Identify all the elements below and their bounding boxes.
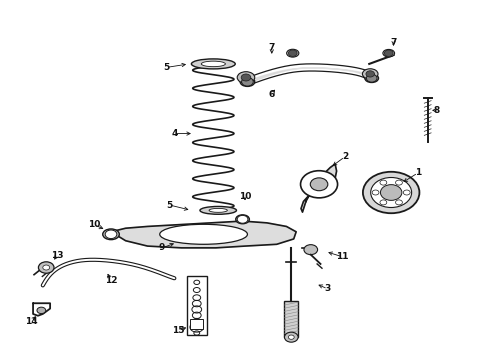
Text: 3: 3: [325, 284, 331, 293]
Circle shape: [43, 265, 49, 270]
Text: 8: 8: [433, 106, 440, 115]
Text: 7: 7: [391, 38, 397, 47]
Text: 2: 2: [342, 152, 348, 161]
Text: 14: 14: [25, 316, 38, 325]
Circle shape: [310, 178, 328, 191]
Ellipse shape: [287, 49, 299, 57]
Circle shape: [304, 245, 318, 255]
Circle shape: [288, 50, 297, 57]
Circle shape: [38, 262, 54, 273]
Polygon shape: [301, 164, 337, 212]
Text: 7: 7: [269, 43, 275, 52]
Ellipse shape: [383, 49, 394, 57]
Circle shape: [403, 190, 410, 195]
Bar: [285, 301, 298, 337]
Text: 5: 5: [167, 201, 172, 210]
Text: 10: 10: [239, 192, 251, 201]
Text: 11: 11: [336, 252, 349, 261]
Circle shape: [380, 200, 387, 205]
Circle shape: [241, 74, 251, 81]
Text: 1: 1: [415, 168, 421, 177]
Circle shape: [300, 171, 338, 198]
Text: 12: 12: [105, 275, 117, 284]
Ellipse shape: [363, 69, 378, 79]
Ellipse shape: [192, 59, 235, 69]
Circle shape: [105, 230, 117, 239]
Circle shape: [372, 190, 379, 195]
Ellipse shape: [160, 224, 247, 244]
Text: 5: 5: [163, 63, 169, 72]
Ellipse shape: [200, 206, 237, 214]
Text: 6: 6: [269, 90, 275, 99]
Ellipse shape: [236, 215, 249, 224]
Bar: [191, 319, 203, 329]
Circle shape: [395, 200, 402, 205]
Ellipse shape: [240, 77, 255, 86]
Ellipse shape: [103, 229, 119, 240]
Text: 9: 9: [159, 243, 165, 252]
Circle shape: [367, 74, 377, 82]
Ellipse shape: [237, 72, 255, 83]
Circle shape: [380, 185, 402, 201]
Circle shape: [371, 177, 412, 207]
Ellipse shape: [365, 74, 378, 82]
Text: 10: 10: [88, 220, 100, 229]
Bar: [187, 276, 207, 336]
Circle shape: [237, 215, 248, 223]
Ellipse shape: [209, 208, 227, 212]
Circle shape: [285, 332, 298, 342]
Text: 4: 4: [171, 129, 177, 138]
Circle shape: [395, 180, 402, 185]
Circle shape: [288, 335, 294, 339]
Circle shape: [366, 71, 374, 77]
Text: 15: 15: [172, 326, 185, 335]
Text: 13: 13: [51, 251, 64, 260]
Polygon shape: [111, 221, 296, 248]
Circle shape: [380, 180, 387, 185]
Circle shape: [242, 77, 253, 86]
Ellipse shape: [201, 61, 225, 67]
Circle shape: [384, 50, 393, 57]
Circle shape: [363, 172, 419, 213]
Circle shape: [37, 307, 46, 314]
